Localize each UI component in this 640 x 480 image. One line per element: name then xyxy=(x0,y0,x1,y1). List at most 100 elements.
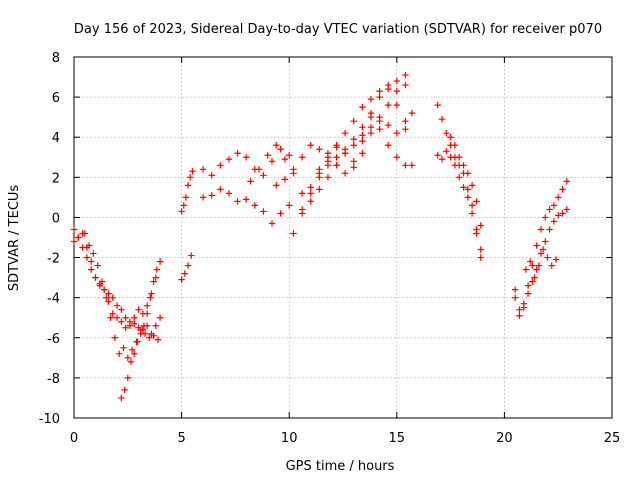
data-point xyxy=(127,358,135,366)
data-point xyxy=(273,142,280,149)
data-point xyxy=(535,262,543,269)
data-point xyxy=(143,310,151,317)
data-point xyxy=(242,196,250,203)
data-series xyxy=(70,226,164,337)
data-point xyxy=(124,354,131,362)
data-point xyxy=(542,238,549,245)
data-point xyxy=(516,306,523,313)
data-point xyxy=(341,170,349,177)
data-point xyxy=(477,246,484,253)
data-series xyxy=(178,252,195,283)
data-point xyxy=(468,210,476,217)
data-point xyxy=(438,115,446,123)
data-point xyxy=(90,250,97,257)
data-point xyxy=(546,226,553,233)
data-point xyxy=(118,306,125,313)
y-axis-label: SDTVAR / TECUs xyxy=(7,185,22,292)
data-point xyxy=(524,282,532,289)
y-tick-label: -2 xyxy=(47,252,60,267)
x-tick-label: 25 xyxy=(604,431,621,446)
data-point xyxy=(286,202,293,209)
data-point xyxy=(120,344,127,352)
data-series xyxy=(247,71,409,197)
data-point xyxy=(290,230,297,237)
data-point xyxy=(464,170,472,177)
data-point xyxy=(199,194,207,201)
chart-title: Day 156 of 2023, Sidereal Day-to-day VTE… xyxy=(74,22,602,37)
data-point xyxy=(247,178,254,185)
data-point xyxy=(376,126,383,133)
data-point xyxy=(154,336,162,343)
data-point xyxy=(563,178,571,185)
data-series xyxy=(447,134,484,229)
data-point xyxy=(118,318,125,325)
data-point xyxy=(402,117,409,125)
data-point xyxy=(402,71,409,79)
data-point xyxy=(113,302,121,309)
data-point xyxy=(307,142,314,149)
data-point xyxy=(333,154,340,161)
data-point xyxy=(468,182,476,189)
data-point xyxy=(264,152,271,159)
x-axis-label: GPS time / hours xyxy=(286,459,395,474)
data-point xyxy=(451,162,459,169)
data-point xyxy=(438,156,446,163)
data-point xyxy=(268,220,276,227)
y-tick-label: 6 xyxy=(52,91,60,106)
data-point xyxy=(393,154,400,161)
data-point xyxy=(109,310,116,317)
data-point xyxy=(113,314,121,321)
data-point xyxy=(152,322,159,329)
data-series xyxy=(522,246,560,281)
data-point xyxy=(122,324,129,331)
data-point xyxy=(359,138,366,145)
data-point xyxy=(184,262,192,269)
data-point xyxy=(152,274,159,281)
data-point xyxy=(384,142,392,149)
data-series xyxy=(118,258,164,402)
data-point xyxy=(273,182,280,189)
data-point xyxy=(181,270,189,277)
data-point xyxy=(520,304,527,311)
data-point xyxy=(384,81,392,89)
y-tick-label: 8 xyxy=(52,51,60,66)
data-point xyxy=(242,154,250,161)
data-point xyxy=(529,262,536,269)
data-point xyxy=(393,101,400,109)
data-point xyxy=(350,158,357,165)
data-point xyxy=(260,172,267,179)
x-tick-label: 20 xyxy=(496,431,513,446)
data-point xyxy=(268,158,276,165)
data-point xyxy=(150,278,157,285)
data-point xyxy=(290,166,297,173)
data-point xyxy=(234,150,241,157)
data-point xyxy=(367,130,375,137)
data-point xyxy=(402,162,409,169)
data-point xyxy=(447,134,454,141)
data-point xyxy=(511,286,519,293)
data-point xyxy=(511,294,519,301)
data-point xyxy=(555,194,562,201)
data-point xyxy=(199,166,207,173)
data-point xyxy=(307,184,314,191)
data-point xyxy=(307,190,314,197)
y-tick-label: -10 xyxy=(39,412,60,427)
data-point xyxy=(111,334,119,341)
y-tick-label: 4 xyxy=(52,131,60,146)
data-point xyxy=(137,330,144,337)
grid-lines xyxy=(74,57,612,418)
data-point xyxy=(153,266,161,273)
data-point xyxy=(393,77,400,85)
data-point xyxy=(251,202,258,209)
data-point xyxy=(316,170,323,177)
data-point xyxy=(402,81,409,89)
data-point xyxy=(443,130,450,137)
data-point xyxy=(350,164,357,171)
data-point xyxy=(217,162,224,169)
data-point xyxy=(178,276,185,283)
data-point xyxy=(537,250,545,257)
data-point xyxy=(178,208,185,215)
data-point xyxy=(451,142,459,149)
data-point xyxy=(464,194,472,201)
